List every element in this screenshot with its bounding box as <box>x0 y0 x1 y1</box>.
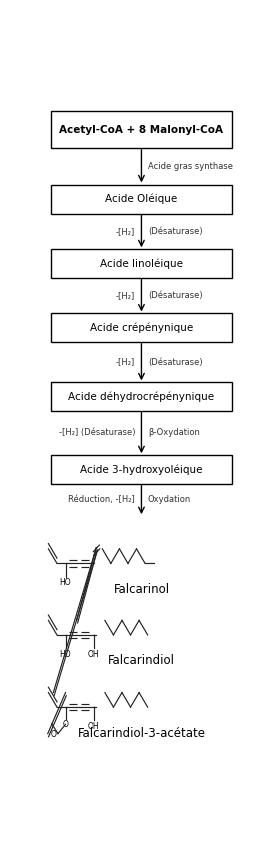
Text: Acide Oléique: Acide Oléique <box>105 194 177 205</box>
Text: Acide 3-hydroxyoléique: Acide 3-hydroxyoléique <box>80 464 203 475</box>
Text: Acide déhydrocrépénynique: Acide déhydrocrépénynique <box>68 391 214 402</box>
Text: (Désaturase): (Désaturase) <box>148 227 203 236</box>
Text: Falcarindiol-3-acétate: Falcarindiol-3-acétate <box>78 727 205 740</box>
Text: OH: OH <box>88 649 100 659</box>
Text: Réduction, -[H₂]: Réduction, -[H₂] <box>68 495 135 504</box>
Text: (Désaturase): (Désaturase) <box>148 291 203 300</box>
Text: Acetyl-CoA + 8 Malonyl-CoA: Acetyl-CoA + 8 Malonyl-CoA <box>59 125 224 135</box>
Text: HO: HO <box>60 578 71 587</box>
Text: (Désaturase): (Désaturase) <box>148 358 203 366</box>
Text: Falcarindiol: Falcarindiol <box>108 654 175 667</box>
FancyBboxPatch shape <box>51 185 232 214</box>
FancyBboxPatch shape <box>51 455 232 484</box>
Text: O: O <box>51 730 57 740</box>
Text: Acide crépénynique: Acide crépénynique <box>90 322 193 333</box>
Text: Acide gras synthase: Acide gras synthase <box>148 162 233 170</box>
FancyBboxPatch shape <box>51 382 232 411</box>
Text: Acide linoléique: Acide linoléique <box>100 258 183 268</box>
Text: -[H₂]: -[H₂] <box>116 291 135 300</box>
Text: -[H₂] (Désaturase): -[H₂] (Désaturase) <box>59 428 135 438</box>
Text: -[H₂]: -[H₂] <box>116 227 135 236</box>
Text: O: O <box>63 720 68 728</box>
Text: -[H₂]: -[H₂] <box>116 358 135 366</box>
Text: Falcarinol: Falcarinol <box>113 583 169 597</box>
Text: Oxydation: Oxydation <box>148 495 191 504</box>
FancyBboxPatch shape <box>51 313 232 342</box>
Text: OH: OH <box>88 722 100 731</box>
Text: β-Oxydation: β-Oxydation <box>148 428 200 438</box>
Text: HO: HO <box>60 649 71 659</box>
FancyBboxPatch shape <box>51 249 232 278</box>
FancyBboxPatch shape <box>51 111 232 148</box>
